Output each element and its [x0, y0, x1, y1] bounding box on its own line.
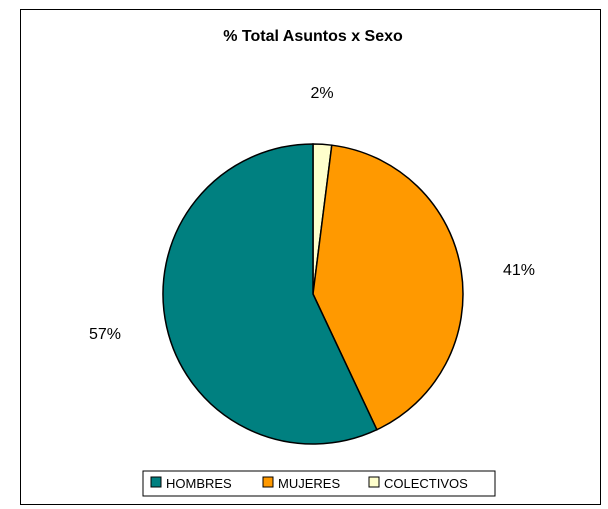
legend-label-colectivos: COLECTIVOS — [384, 476, 468, 491]
data-label-hombres: 57% — [89, 326, 121, 343]
data-labels: 57% 41% 2% — [89, 85, 535, 343]
chart-title: % Total Asuntos x Sexo — [223, 28, 403, 45]
legend-swatch-mujeres — [262, 476, 274, 488]
legend: HOMBRES MUJERES COLECTIVOS — [142, 470, 496, 497]
legend-swatch-colectivos — [368, 476, 380, 488]
pie-slice-mujeres — [312, 144, 464, 431]
legend-box — [142, 470, 496, 497]
legend-swatch-hombres — [150, 476, 162, 488]
data-label-mujeres: 41% — [503, 262, 535, 279]
pie-slice-hombres — [162, 143, 378, 445]
legend-label-hombres: HOMBRES — [166, 476, 232, 491]
data-label-colectivos: 2% — [310, 85, 333, 102]
pie-slices — [162, 143, 464, 445]
legend-label-mujeres: MUJERES — [278, 476, 340, 491]
